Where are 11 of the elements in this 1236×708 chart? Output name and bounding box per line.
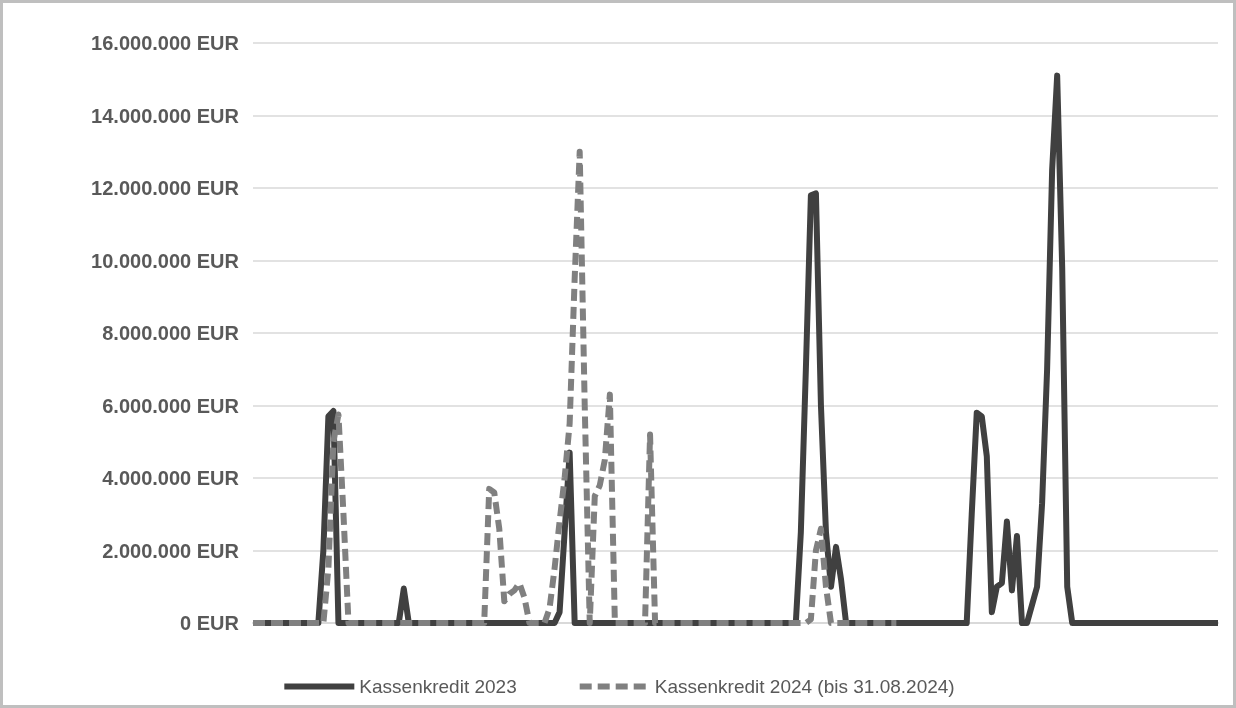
legend-label: Kassenkredit 2023 <box>359 676 517 697</box>
y-tick-label: 0 EUR <box>180 612 240 634</box>
y-tick-label: 4.000.000 EUR <box>102 467 240 489</box>
y-tick-label: 2.000.000 EUR <box>102 539 240 562</box>
y-tick-label: 14.000.000 EUR <box>91 104 240 127</box>
y-tick-label: 16.000.000 EUR <box>91 32 240 54</box>
y-tick-label: 6.000.000 EUR <box>102 394 240 417</box>
legend-label: Kassenkredit 2024 (bis 31.08.2024) <box>654 676 955 697</box>
y-tick-label: 10.000.000 EUR <box>91 249 240 272</box>
y-tick-label: 12.000.000 EUR <box>91 177 240 199</box>
y-tick-label: 8.000.000 EUR <box>102 322 240 344</box>
